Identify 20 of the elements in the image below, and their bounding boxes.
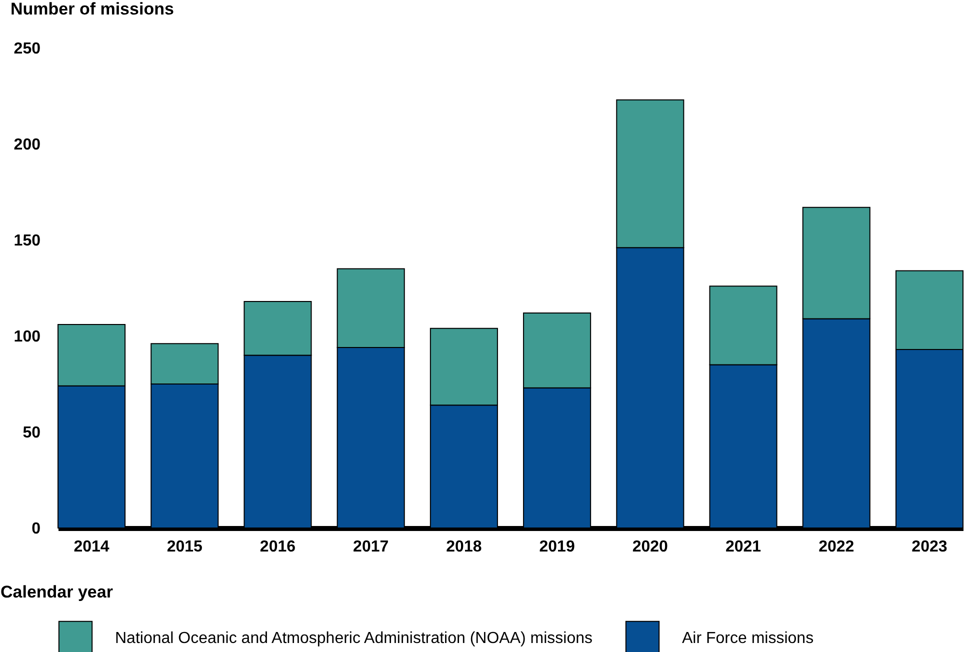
x-tick-label: 2018 (446, 538, 482, 556)
x-axis-title: Calendar year (0, 582, 114, 602)
x-tick-label: 2020 (632, 538, 668, 556)
x-tick-label: 2023 (912, 538, 948, 556)
x-tick-label: 2014 (74, 538, 110, 556)
x-tick-label: 2015 (166, 538, 203, 556)
y-axis-title: Number of missions (10, 0, 174, 18)
legend-label: National Oceanic and Atmospheric Administration (NOAA) missions (115, 630, 593, 647)
y-tick-label: 150 (14, 232, 41, 250)
x-tick-label: 2021 (725, 538, 762, 556)
y-tick-label: 100 (14, 328, 41, 346)
x-tick-label: 2017 (353, 538, 389, 556)
x-tick-label: 2016 (260, 538, 296, 556)
y-tick-label: 50 (22, 424, 41, 442)
y-tick-label: 250 (14, 40, 41, 58)
x-tick-label: 2022 (818, 538, 854, 556)
y-tick-label: 0 (32, 520, 41, 538)
y-tick-label: 200 (14, 136, 41, 154)
x-tick-label: 2019 (539, 538, 575, 556)
legend-label: Air Force missions (682, 630, 814, 647)
